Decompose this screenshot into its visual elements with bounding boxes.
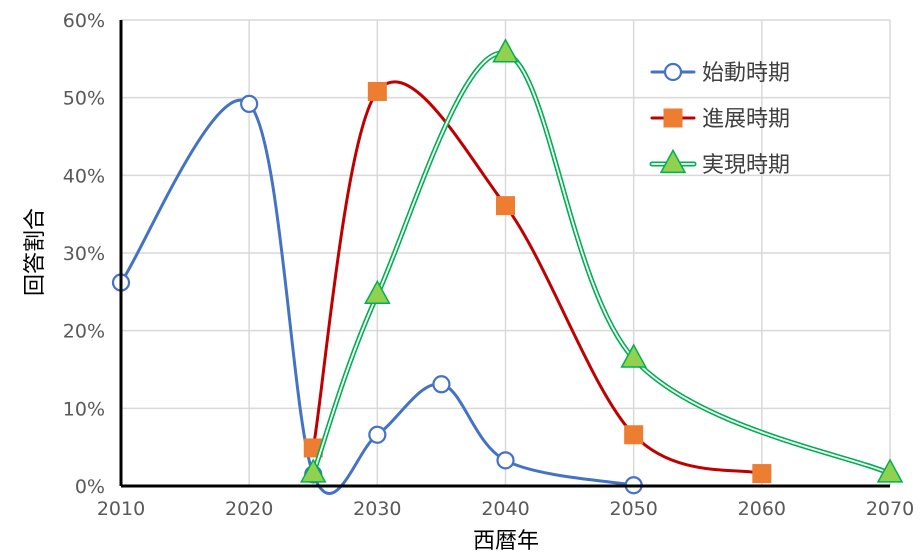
legend-marker-progress-period [663,108,683,128]
legend-item-progress-period: 進展時期 [650,107,790,132]
grid-layer [121,19,891,486]
data-point-realization-period [620,343,647,368]
x-tick-label: 2070 [866,498,914,520]
x-tick-label: 2010 [97,498,145,520]
x-tick-label: 2050 [609,498,657,520]
legend-marker-realization-period [659,148,687,174]
series-realization-period [299,38,904,483]
x-tick-label: 2030 [353,498,401,520]
y-tick-label: 30% [63,243,105,265]
y-tick-label: 20% [63,321,105,343]
data-point-progress-period [752,464,772,484]
y-tick-label: 40% [63,165,105,187]
series-line-realization-period [310,50,893,477]
series-progress-period [303,80,772,484]
axis-layer [119,20,890,488]
data-point-start-period [496,451,515,470]
series-line-progress-period [311,80,764,476]
tick-layer: 0% 10% 20% 30% 40% 50% 60% 2010 2020 2030 2040 2050… [63,10,914,520]
data-point-start-period [368,425,387,444]
x-tick-label: 2020 [225,498,273,520]
data-point-progress-period [624,425,644,445]
data-point-realization-period [364,279,391,305]
y-axis-title: 回答割合 [23,208,48,296]
legend-item-realization-period: 実現時期 [649,148,790,178]
y-tick-label: 50% [63,88,105,110]
data-point-progress-period [496,196,515,216]
data-point-start-period [240,94,259,113]
data-point-realization-period [492,38,519,63]
data-point-progress-period [367,81,387,101]
legend-item-start-period: 始動時期 [650,61,790,86]
legend-marker-start-period [663,62,683,82]
legend-label-start-period: 始動時期 [702,61,790,86]
x-axis-title: 西暦年 [473,529,539,554]
x-tick-label: 2060 [738,498,786,520]
data-point-realization-period [876,458,904,483]
legend-label-realization-period: 実現時期 [702,153,790,178]
legend-label-progress-period: 進展時期 [702,107,790,132]
y-tick-label: 60% [63,10,105,32]
data-point-realization-period [299,458,327,483]
series-line-realization-period-inner [312,52,891,475]
x-tick-label: 2040 [481,498,529,520]
y-tick-label: 10% [63,398,105,420]
data-point-start-period [432,375,451,394]
y-tick-label: 0% [75,476,105,498]
